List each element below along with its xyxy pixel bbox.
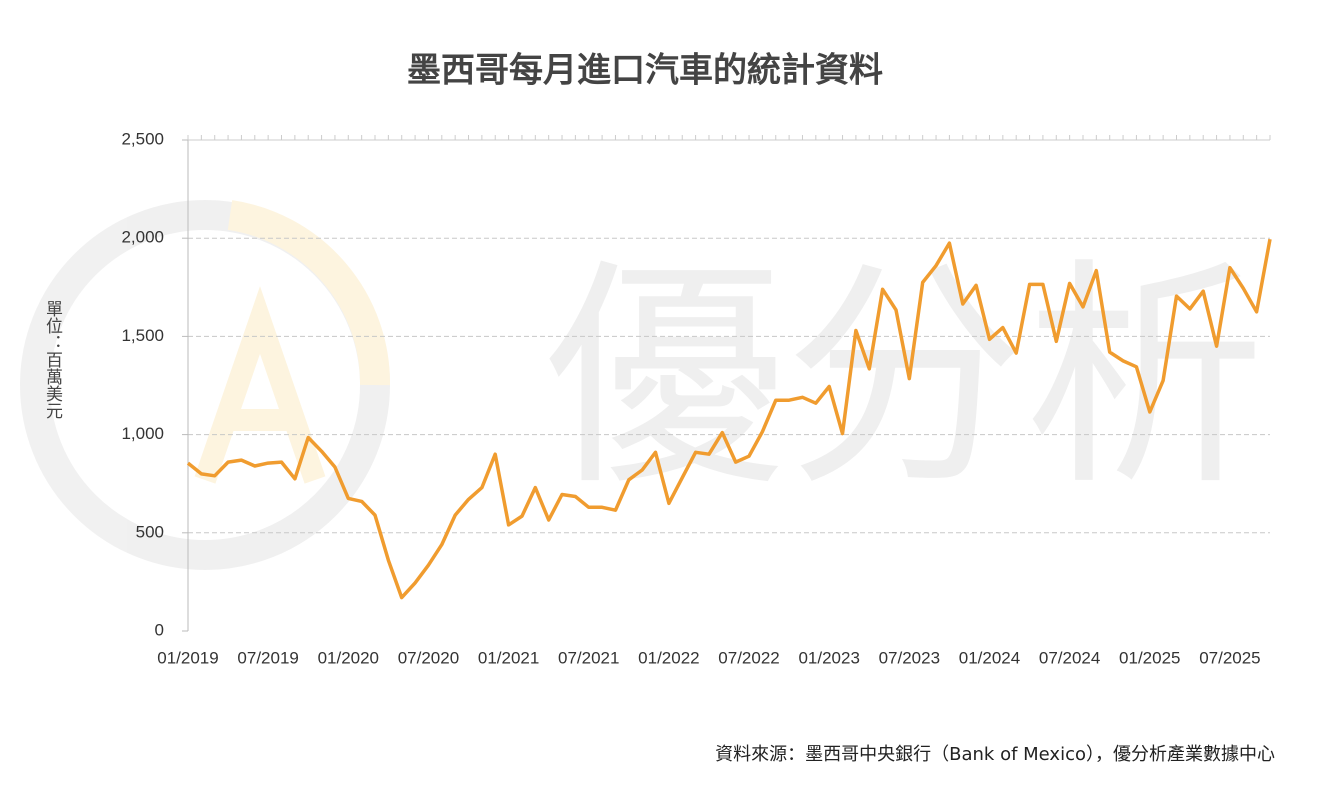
y-tick-label: 2,000 — [121, 228, 164, 247]
chart-title: 墨西哥每月進口汽車的統計資料 — [407, 51, 883, 91]
logo-letter — [194, 286, 326, 484]
y-tick-label: 0 — [155, 620, 164, 639]
x-tick-label: 07/2020 — [398, 648, 459, 667]
y-tick-label: 2,500 — [121, 129, 164, 148]
x-tick-label: 01/2022 — [638, 648, 699, 667]
y-tick-label: 500 — [136, 522, 164, 541]
watermark-text: 優分析 — [545, 238, 1265, 518]
x-tick-label: 07/2019 — [237, 648, 298, 667]
x-tick-label: 07/2024 — [1039, 648, 1100, 667]
source-note: 資料來源：墨西哥中央銀行（Bank of Mexico），優分析產業數據中心 — [715, 744, 1275, 765]
data-line — [186, 238, 1272, 600]
x-tick-label: 01/2023 — [798, 648, 859, 667]
x-tick-label: 01/2024 — [959, 648, 1020, 667]
x-tick-label: 07/2021 — [558, 648, 619, 667]
x-tick-label: 01/2021 — [478, 648, 539, 667]
x-tick-label: 01/2019 — [157, 648, 218, 667]
watermark-logo — [20, 200, 391, 570]
y-tick-label: 1,000 — [121, 424, 164, 443]
y-tick-label: 1,500 — [121, 326, 164, 345]
y-axis-label: 單位：百萬美元 — [42, 300, 63, 419]
x-tick-label: 07/2022 — [718, 648, 779, 667]
x-tick-label: 07/2025 — [1199, 648, 1260, 667]
x-tick-label: 07/2023 — [879, 648, 940, 667]
logo-arc — [227, 200, 391, 386]
x-tick-label: 01/2025 — [1119, 648, 1180, 667]
x-tick-label: 01/2020 — [318, 648, 379, 667]
